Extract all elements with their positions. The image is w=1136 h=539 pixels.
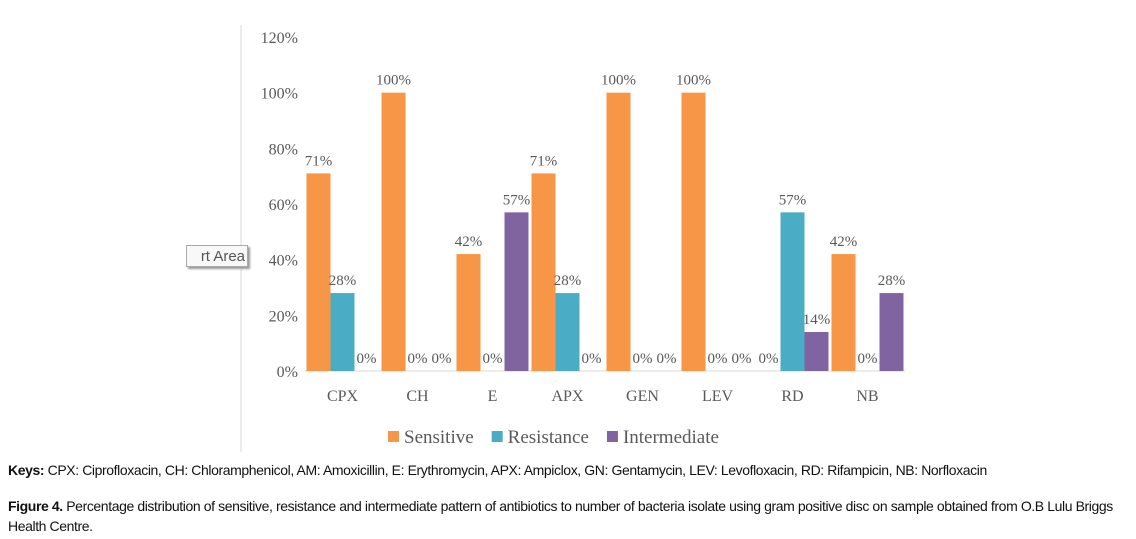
- data-label: 42%: [830, 234, 858, 250]
- keys-body: CPX: Ciprofloxacin, CH: Chloramphenicol,…: [44, 462, 988, 478]
- bar-sensitive: [456, 254, 481, 371]
- data-label: 14%: [803, 312, 831, 328]
- data-label: 42%: [455, 234, 483, 250]
- data-label: 0%: [657, 351, 677, 367]
- data-label: 57%: [503, 192, 531, 208]
- data-label: 100%: [376, 73, 411, 89]
- data-label: 71%: [530, 153, 558, 169]
- y-tick-label: 40%: [269, 253, 298, 270]
- data-label: 0%: [357, 351, 377, 367]
- legend-swatch: [491, 431, 503, 442]
- data-label: 0%: [432, 351, 452, 367]
- x-tick-label: LEV: [702, 388, 734, 405]
- bar-sensitive: [831, 254, 856, 371]
- data-label: 28%: [329, 273, 357, 289]
- bar-sensitive: [381, 92, 406, 372]
- caption-body: Percentage distribution of sensitive, re…: [8, 498, 1113, 534]
- x-tick-label: APX: [551, 388, 583, 405]
- keys-label: Keys:: [8, 462, 45, 478]
- data-label: 0%: [633, 351, 653, 367]
- y-tick-label: 120%: [261, 30, 298, 47]
- figure-caption: Figure 4. Percentage distribution of sen…: [8, 496, 1133, 536]
- data-label: 28%: [878, 273, 906, 289]
- data-label: 100%: [676, 73, 711, 89]
- bar-sensitive: [531, 173, 556, 371]
- data-label: 0%: [759, 351, 779, 367]
- legend-label: Intermediate: [623, 427, 719, 448]
- x-tick-label: GEN: [626, 388, 659, 405]
- data-label: 28%: [554, 273, 582, 289]
- bar-intermediate: [804, 332, 829, 371]
- data-label: 0%: [483, 351, 503, 367]
- x-tick-label: RD: [781, 388, 803, 405]
- x-tick-label: CPX: [327, 388, 359, 405]
- bar-intermediate: [504, 212, 529, 371]
- bar-resistance: [780, 212, 805, 371]
- data-label: 0%: [708, 351, 728, 367]
- x-tick-label: CH: [406, 388, 429, 405]
- bar-sensitive: [681, 92, 706, 372]
- data-label: 0%: [408, 351, 428, 367]
- caption-label: Figure 4.: [8, 498, 63, 514]
- legend-label: Sensitive: [404, 427, 474, 448]
- y-tick-label: 80%: [269, 141, 298, 158]
- data-label: 57%: [779, 192, 807, 208]
- bar-sensitive: [306, 173, 331, 371]
- data-label: 0%: [732, 351, 752, 367]
- bar-sensitive: [606, 92, 631, 372]
- keys-text: Keys: CPX: Ciprofloxacin, CH: Chloramphe…: [8, 462, 987, 478]
- data-label: 71%: [305, 153, 333, 169]
- data-label: 0%: [858, 351, 878, 367]
- tooltip: rt Area: [186, 245, 248, 267]
- bar-resistance: [555, 293, 580, 371]
- legend-swatch: [388, 431, 399, 442]
- x-tick-label: E: [488, 388, 498, 405]
- y-tick-label: 20%: [269, 308, 298, 325]
- bar-resistance: [330, 293, 355, 371]
- bar-intermediate: [879, 293, 904, 371]
- legend-swatch: [606, 431, 618, 442]
- data-label: 0%: [582, 351, 602, 367]
- y-tick-label: 100%: [261, 86, 298, 103]
- y-tick-label: 0%: [277, 364, 298, 381]
- data-label: 100%: [601, 73, 636, 89]
- x-tick-label: NB: [856, 388, 878, 405]
- bar-chart: 0% 20% 40% 60% 80% 100% 120% CPX 71% 28% 0% CH 100% 0…: [240, 25, 906, 452]
- y-tick-label: 60%: [269, 197, 298, 214]
- legend-label: Resistance: [508, 427, 589, 448]
